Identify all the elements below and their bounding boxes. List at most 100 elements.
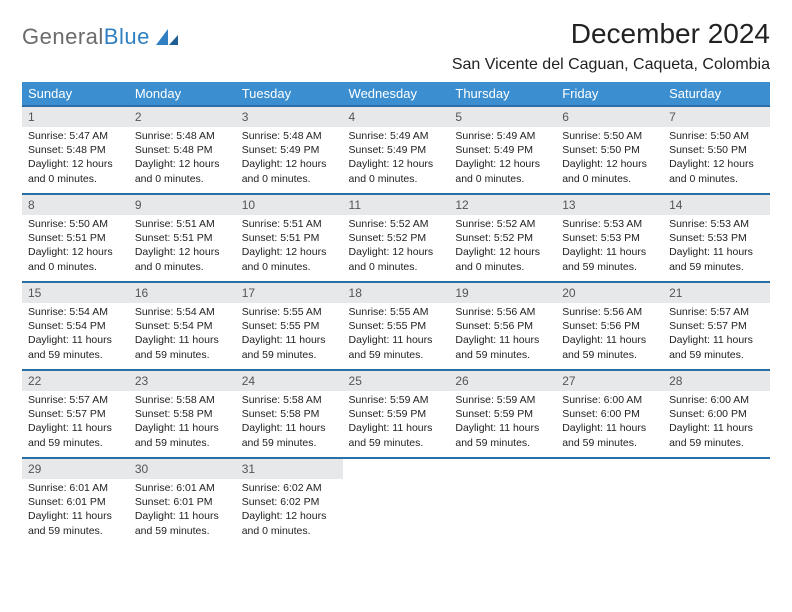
day-number: 17 <box>236 283 343 303</box>
calendar-cell: 26Sunrise: 5:59 AMSunset: 5:59 PMDayligh… <box>449 370 556 458</box>
month-title: December 2024 <box>452 18 770 50</box>
day-number: 19 <box>449 283 556 303</box>
day-number: 15 <box>22 283 129 303</box>
calendar-week: 8Sunrise: 5:50 AMSunset: 5:51 PMDaylight… <box>22 194 770 282</box>
calendar-week: 29Sunrise: 6:01 AMSunset: 6:01 PMDayligh… <box>22 458 770 546</box>
calendar-cell: .. <box>449 458 556 546</box>
day-details: Sunrise: 5:57 AMSunset: 5:57 PMDaylight:… <box>22 391 129 454</box>
day-number: 8 <box>22 195 129 215</box>
calendar-cell: 2Sunrise: 5:48 AMSunset: 5:48 PMDaylight… <box>129 106 236 194</box>
calendar-cell: 28Sunrise: 6:00 AMSunset: 6:00 PMDayligh… <box>663 370 770 458</box>
day-number: 9 <box>129 195 236 215</box>
day-details: Sunrise: 5:56 AMSunset: 5:56 PMDaylight:… <box>556 303 663 366</box>
day-number: 4 <box>343 107 450 127</box>
calendar-week: 15Sunrise: 5:54 AMSunset: 5:54 PMDayligh… <box>22 282 770 370</box>
day-details: Sunrise: 5:59 AMSunset: 5:59 PMDaylight:… <box>449 391 556 454</box>
day-details: Sunrise: 5:52 AMSunset: 5:52 PMDaylight:… <box>343 215 450 278</box>
calendar-cell: 6Sunrise: 5:50 AMSunset: 5:50 PMDaylight… <box>556 106 663 194</box>
day-details: Sunrise: 6:00 AMSunset: 6:00 PMDaylight:… <box>663 391 770 454</box>
calendar-cell: 21Sunrise: 5:57 AMSunset: 5:57 PMDayligh… <box>663 282 770 370</box>
day-details: Sunrise: 5:49 AMSunset: 5:49 PMDaylight:… <box>343 127 450 190</box>
title-block: December 2024 San Vicente del Caguan, Ca… <box>452 18 770 80</box>
day-number: 13 <box>556 195 663 215</box>
calendar-cell: .. <box>343 458 450 546</box>
calendar-cell: 4Sunrise: 5:49 AMSunset: 5:49 PMDaylight… <box>343 106 450 194</box>
day-number: 23 <box>129 371 236 391</box>
day-number: 31 <box>236 459 343 479</box>
day-number: 7 <box>663 107 770 127</box>
weekday-header: Tuesday <box>236 82 343 106</box>
calendar-week: 22Sunrise: 5:57 AMSunset: 5:57 PMDayligh… <box>22 370 770 458</box>
calendar-cell: 12Sunrise: 5:52 AMSunset: 5:52 PMDayligh… <box>449 194 556 282</box>
day-details: Sunrise: 5:49 AMSunset: 5:49 PMDaylight:… <box>449 127 556 190</box>
calendar-cell: 18Sunrise: 5:55 AMSunset: 5:55 PMDayligh… <box>343 282 450 370</box>
calendar-cell: 25Sunrise: 5:59 AMSunset: 5:59 PMDayligh… <box>343 370 450 458</box>
day-details: Sunrise: 5:54 AMSunset: 5:54 PMDaylight:… <box>22 303 129 366</box>
day-number: 27 <box>556 371 663 391</box>
header: GeneralBlue December 2024 San Vicente de… <box>22 18 770 80</box>
day-details: Sunrise: 5:51 AMSunset: 5:51 PMDaylight:… <box>236 215 343 278</box>
calendar-cell: 24Sunrise: 5:58 AMSunset: 5:58 PMDayligh… <box>236 370 343 458</box>
calendar-cell: 22Sunrise: 5:57 AMSunset: 5:57 PMDayligh… <box>22 370 129 458</box>
calendar-cell: 30Sunrise: 6:01 AMSunset: 6:01 PMDayligh… <box>129 458 236 546</box>
day-details: Sunrise: 5:55 AMSunset: 5:55 PMDaylight:… <box>236 303 343 366</box>
day-details: Sunrise: 5:48 AMSunset: 5:48 PMDaylight:… <box>129 127 236 190</box>
calendar-cell: .. <box>556 458 663 546</box>
calendar-cell: 16Sunrise: 5:54 AMSunset: 5:54 PMDayligh… <box>129 282 236 370</box>
calendar-cell: 8Sunrise: 5:50 AMSunset: 5:51 PMDaylight… <box>22 194 129 282</box>
day-details: Sunrise: 5:47 AMSunset: 5:48 PMDaylight:… <box>22 127 129 190</box>
day-number: 3 <box>236 107 343 127</box>
day-number: 1 <box>22 107 129 127</box>
day-number: 30 <box>129 459 236 479</box>
calendar-cell: 14Sunrise: 5:53 AMSunset: 5:53 PMDayligh… <box>663 194 770 282</box>
day-details: Sunrise: 5:53 AMSunset: 5:53 PMDaylight:… <box>663 215 770 278</box>
calendar-cell: 5Sunrise: 5:49 AMSunset: 5:49 PMDaylight… <box>449 106 556 194</box>
calendar-cell: 27Sunrise: 6:00 AMSunset: 6:00 PMDayligh… <box>556 370 663 458</box>
day-number: 20 <box>556 283 663 303</box>
calendar-cell: 13Sunrise: 5:53 AMSunset: 5:53 PMDayligh… <box>556 194 663 282</box>
calendar-cell: .. <box>663 458 770 546</box>
calendar-cell: 19Sunrise: 5:56 AMSunset: 5:56 PMDayligh… <box>449 282 556 370</box>
day-number: 10 <box>236 195 343 215</box>
weekday-header: Monday <box>129 82 236 106</box>
day-details: Sunrise: 5:53 AMSunset: 5:53 PMDaylight:… <box>556 215 663 278</box>
weekday-header: Friday <box>556 82 663 106</box>
calendar-cell: 23Sunrise: 5:58 AMSunset: 5:58 PMDayligh… <box>129 370 236 458</box>
calendar-cell: 17Sunrise: 5:55 AMSunset: 5:55 PMDayligh… <box>236 282 343 370</box>
day-details: Sunrise: 5:56 AMSunset: 5:56 PMDaylight:… <box>449 303 556 366</box>
day-details: Sunrise: 6:02 AMSunset: 6:02 PMDaylight:… <box>236 479 343 542</box>
day-details: Sunrise: 5:50 AMSunset: 5:51 PMDaylight:… <box>22 215 129 278</box>
calendar-body: 1Sunrise: 5:47 AMSunset: 5:48 PMDaylight… <box>22 106 770 546</box>
day-number: 29 <box>22 459 129 479</box>
day-details: Sunrise: 6:00 AMSunset: 6:00 PMDaylight:… <box>556 391 663 454</box>
calendar-cell: 20Sunrise: 5:56 AMSunset: 5:56 PMDayligh… <box>556 282 663 370</box>
day-number: 28 <box>663 371 770 391</box>
logo-sail-icon <box>154 27 180 47</box>
calendar-cell: 11Sunrise: 5:52 AMSunset: 5:52 PMDayligh… <box>343 194 450 282</box>
day-number: 22 <box>22 371 129 391</box>
day-number: 2 <box>129 107 236 127</box>
day-details: Sunrise: 5:55 AMSunset: 5:55 PMDaylight:… <box>343 303 450 366</box>
calendar-cell: 15Sunrise: 5:54 AMSunset: 5:54 PMDayligh… <box>22 282 129 370</box>
weekday-header: Thursday <box>449 82 556 106</box>
day-number: 18 <box>343 283 450 303</box>
weekday-row: SundayMondayTuesdayWednesdayThursdayFrid… <box>22 82 770 106</box>
day-number: 14 <box>663 195 770 215</box>
day-details: Sunrise: 5:51 AMSunset: 5:51 PMDaylight:… <box>129 215 236 278</box>
day-number: 25 <box>343 371 450 391</box>
logo-text-2: Blue <box>104 24 150 50</box>
day-details: Sunrise: 5:50 AMSunset: 5:50 PMDaylight:… <box>556 127 663 190</box>
day-number: 6 <box>556 107 663 127</box>
location: San Vicente del Caguan, Caqueta, Colombi… <box>452 56 770 74</box>
day-number: 5 <box>449 107 556 127</box>
day-number: 24 <box>236 371 343 391</box>
day-number: 21 <box>663 283 770 303</box>
day-details: Sunrise: 6:01 AMSunset: 6:01 PMDaylight:… <box>22 479 129 542</box>
day-details: Sunrise: 5:48 AMSunset: 5:49 PMDaylight:… <box>236 127 343 190</box>
day-details: Sunrise: 5:54 AMSunset: 5:54 PMDaylight:… <box>129 303 236 366</box>
day-details: Sunrise: 6:01 AMSunset: 6:01 PMDaylight:… <box>129 479 236 542</box>
day-details: Sunrise: 5:58 AMSunset: 5:58 PMDaylight:… <box>236 391 343 454</box>
day-number: 11 <box>343 195 450 215</box>
day-number: 26 <box>449 371 556 391</box>
calendar-cell: 9Sunrise: 5:51 AMSunset: 5:51 PMDaylight… <box>129 194 236 282</box>
